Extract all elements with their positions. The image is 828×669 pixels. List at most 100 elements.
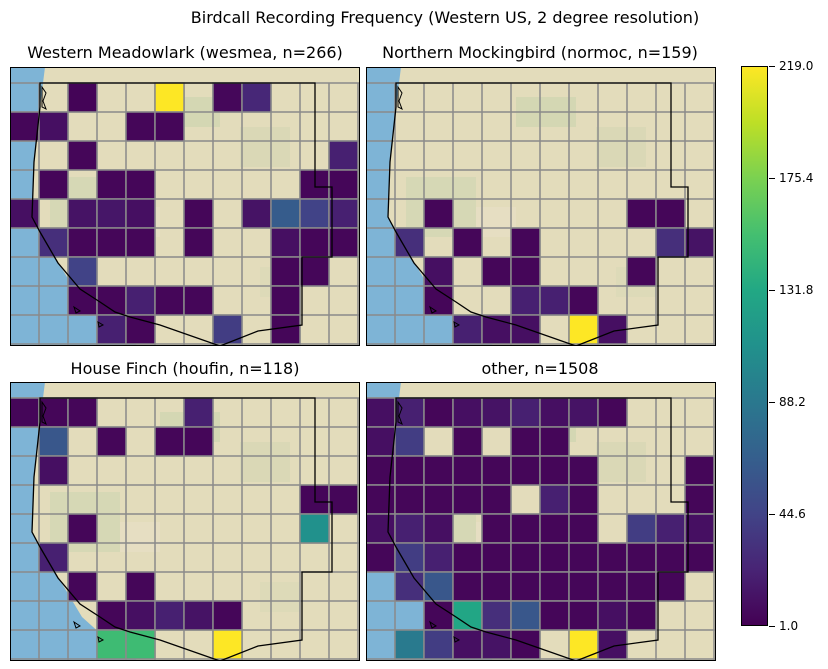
heatmap-cell: [510, 426, 541, 457]
heatmap-cell: [423, 198, 454, 229]
heatmap-cell: [366, 542, 396, 573]
colorbar: [741, 66, 768, 626]
heatmap-cell: [96, 169, 127, 200]
heatmap-cell: [539, 426, 570, 457]
heatmap-cell: [394, 484, 425, 515]
colorbar-tick-label: 219.0: [779, 59, 814, 73]
colorbar-tick-label: 131.8: [779, 283, 814, 297]
heatmap-cell: [423, 397, 454, 428]
heatmap-cell: [241, 82, 272, 113]
heatmap-cell: [423, 629, 454, 660]
heatmap-cell: [510, 571, 541, 602]
heatmap-cell: [568, 600, 599, 631]
heatmap-cell: [481, 600, 512, 631]
state-boundary: [31, 397, 333, 661]
heatmap-cell: [125, 111, 156, 142]
heatmap-cell: [394, 426, 425, 457]
heatmap-cell: [154, 82, 185, 113]
heatmap-cell: [96, 629, 127, 660]
heatmap-cell: [96, 227, 127, 258]
heatmap-cell: [183, 600, 214, 631]
axes-frame: [10, 382, 360, 661]
heatmap-cell: [452, 227, 483, 258]
heatmap-cell: [597, 397, 628, 428]
heatmap-cell: [125, 227, 156, 258]
terrain-patch: [260, 582, 300, 612]
state-boundary: [31, 82, 333, 346]
heatmap-cell: [452, 600, 483, 631]
heatmap-cell: [125, 600, 156, 631]
heatmap-cell: [539, 600, 570, 631]
colorbar-tick-mark: [769, 514, 775, 515]
heatmap-cell: [38, 169, 69, 200]
heatmap-cell: [626, 198, 657, 229]
heatmap-cell: [154, 600, 185, 631]
heatmap-cell: [67, 140, 98, 171]
heatmap-cell: [684, 227, 715, 258]
heatmap-cell: [299, 256, 330, 287]
heatmap-cell: [481, 256, 512, 287]
heatmap-cell: [366, 426, 396, 457]
figure-title: Birdcall Recording Frequency (Western US…: [190, 8, 700, 27]
heatmap-cell: [67, 82, 98, 113]
heatmap-cell: [299, 227, 330, 258]
heatmap-cell: [366, 484, 396, 515]
heatmap-cell: [366, 513, 396, 544]
heatmap-cell: [299, 513, 330, 544]
heatmap-cell: [626, 256, 657, 287]
heatmap-cell: [423, 571, 454, 602]
heatmap-cell: [481, 455, 512, 486]
heatmap-cell: [38, 227, 69, 258]
heatmap-cell: [568, 484, 599, 515]
heatmap-cell: [452, 629, 483, 660]
heatmap-cell: [183, 198, 214, 229]
heatmap-cell: [96, 600, 127, 631]
heatmap-cell: [510, 600, 541, 631]
heatmap-cell: [481, 484, 512, 515]
heatmap-cell: [394, 227, 425, 258]
heatmap-cell: [96, 314, 127, 345]
heatmap-cell: [394, 455, 425, 486]
heatmap-cell: [510, 629, 541, 660]
heatmap-cell: [539, 571, 570, 602]
heatmap-cell: [328, 140, 359, 171]
heatmap-cell: [481, 542, 512, 573]
heatmap-cell: [67, 198, 98, 229]
heatmap-cell: [10, 397, 40, 428]
map-panel-houfin: [10, 382, 360, 661]
heatmap-cell: [539, 285, 570, 316]
heatmap-cell: [684, 513, 715, 544]
heatmap-cell: [655, 198, 686, 229]
heatmap-cell: [154, 111, 185, 142]
heatmap-cell: [328, 227, 359, 258]
panel-title-normoc: Northern Mockingbird (normoc, n=159): [382, 43, 698, 62]
heatmap-cell: [125, 198, 156, 229]
state-boundary: [387, 397, 689, 661]
heatmap-cell: [270, 314, 301, 345]
heatmap-cell: [394, 629, 425, 660]
heatmap-cell: [212, 82, 243, 113]
panel-title-wesmea: Western Meadowlark (wesmea, n=266): [27, 43, 343, 62]
map-panel-wesmea: [10, 67, 360, 346]
heatmap-cell: [96, 198, 127, 229]
colorbar-tick-label: 44.6: [779, 507, 806, 521]
heatmap-cell: [423, 513, 454, 544]
heatmap-cell: [328, 484, 359, 515]
heatmap-cell: [568, 285, 599, 316]
colorbar-tick-mark: [769, 626, 775, 627]
heatmap-cell: [299, 198, 330, 229]
heatmap-cell: [481, 513, 512, 544]
heatmap-cell: [154, 285, 185, 316]
colorbar-tick-mark: [769, 402, 775, 403]
heatmap-cell: [38, 455, 69, 486]
heatmap-cell: [510, 227, 541, 258]
heatmap-cell: [597, 571, 628, 602]
heatmap-cell: [423, 256, 454, 287]
heatmap-cell: [655, 227, 686, 258]
map-panel-other: [366, 382, 716, 661]
heatmap-cell: [626, 600, 657, 631]
heatmap-cell: [125, 571, 156, 602]
heatmap-cell: [96, 426, 127, 457]
heatmap-cell: [510, 542, 541, 573]
colorbar-tick-mark: [769, 66, 775, 67]
